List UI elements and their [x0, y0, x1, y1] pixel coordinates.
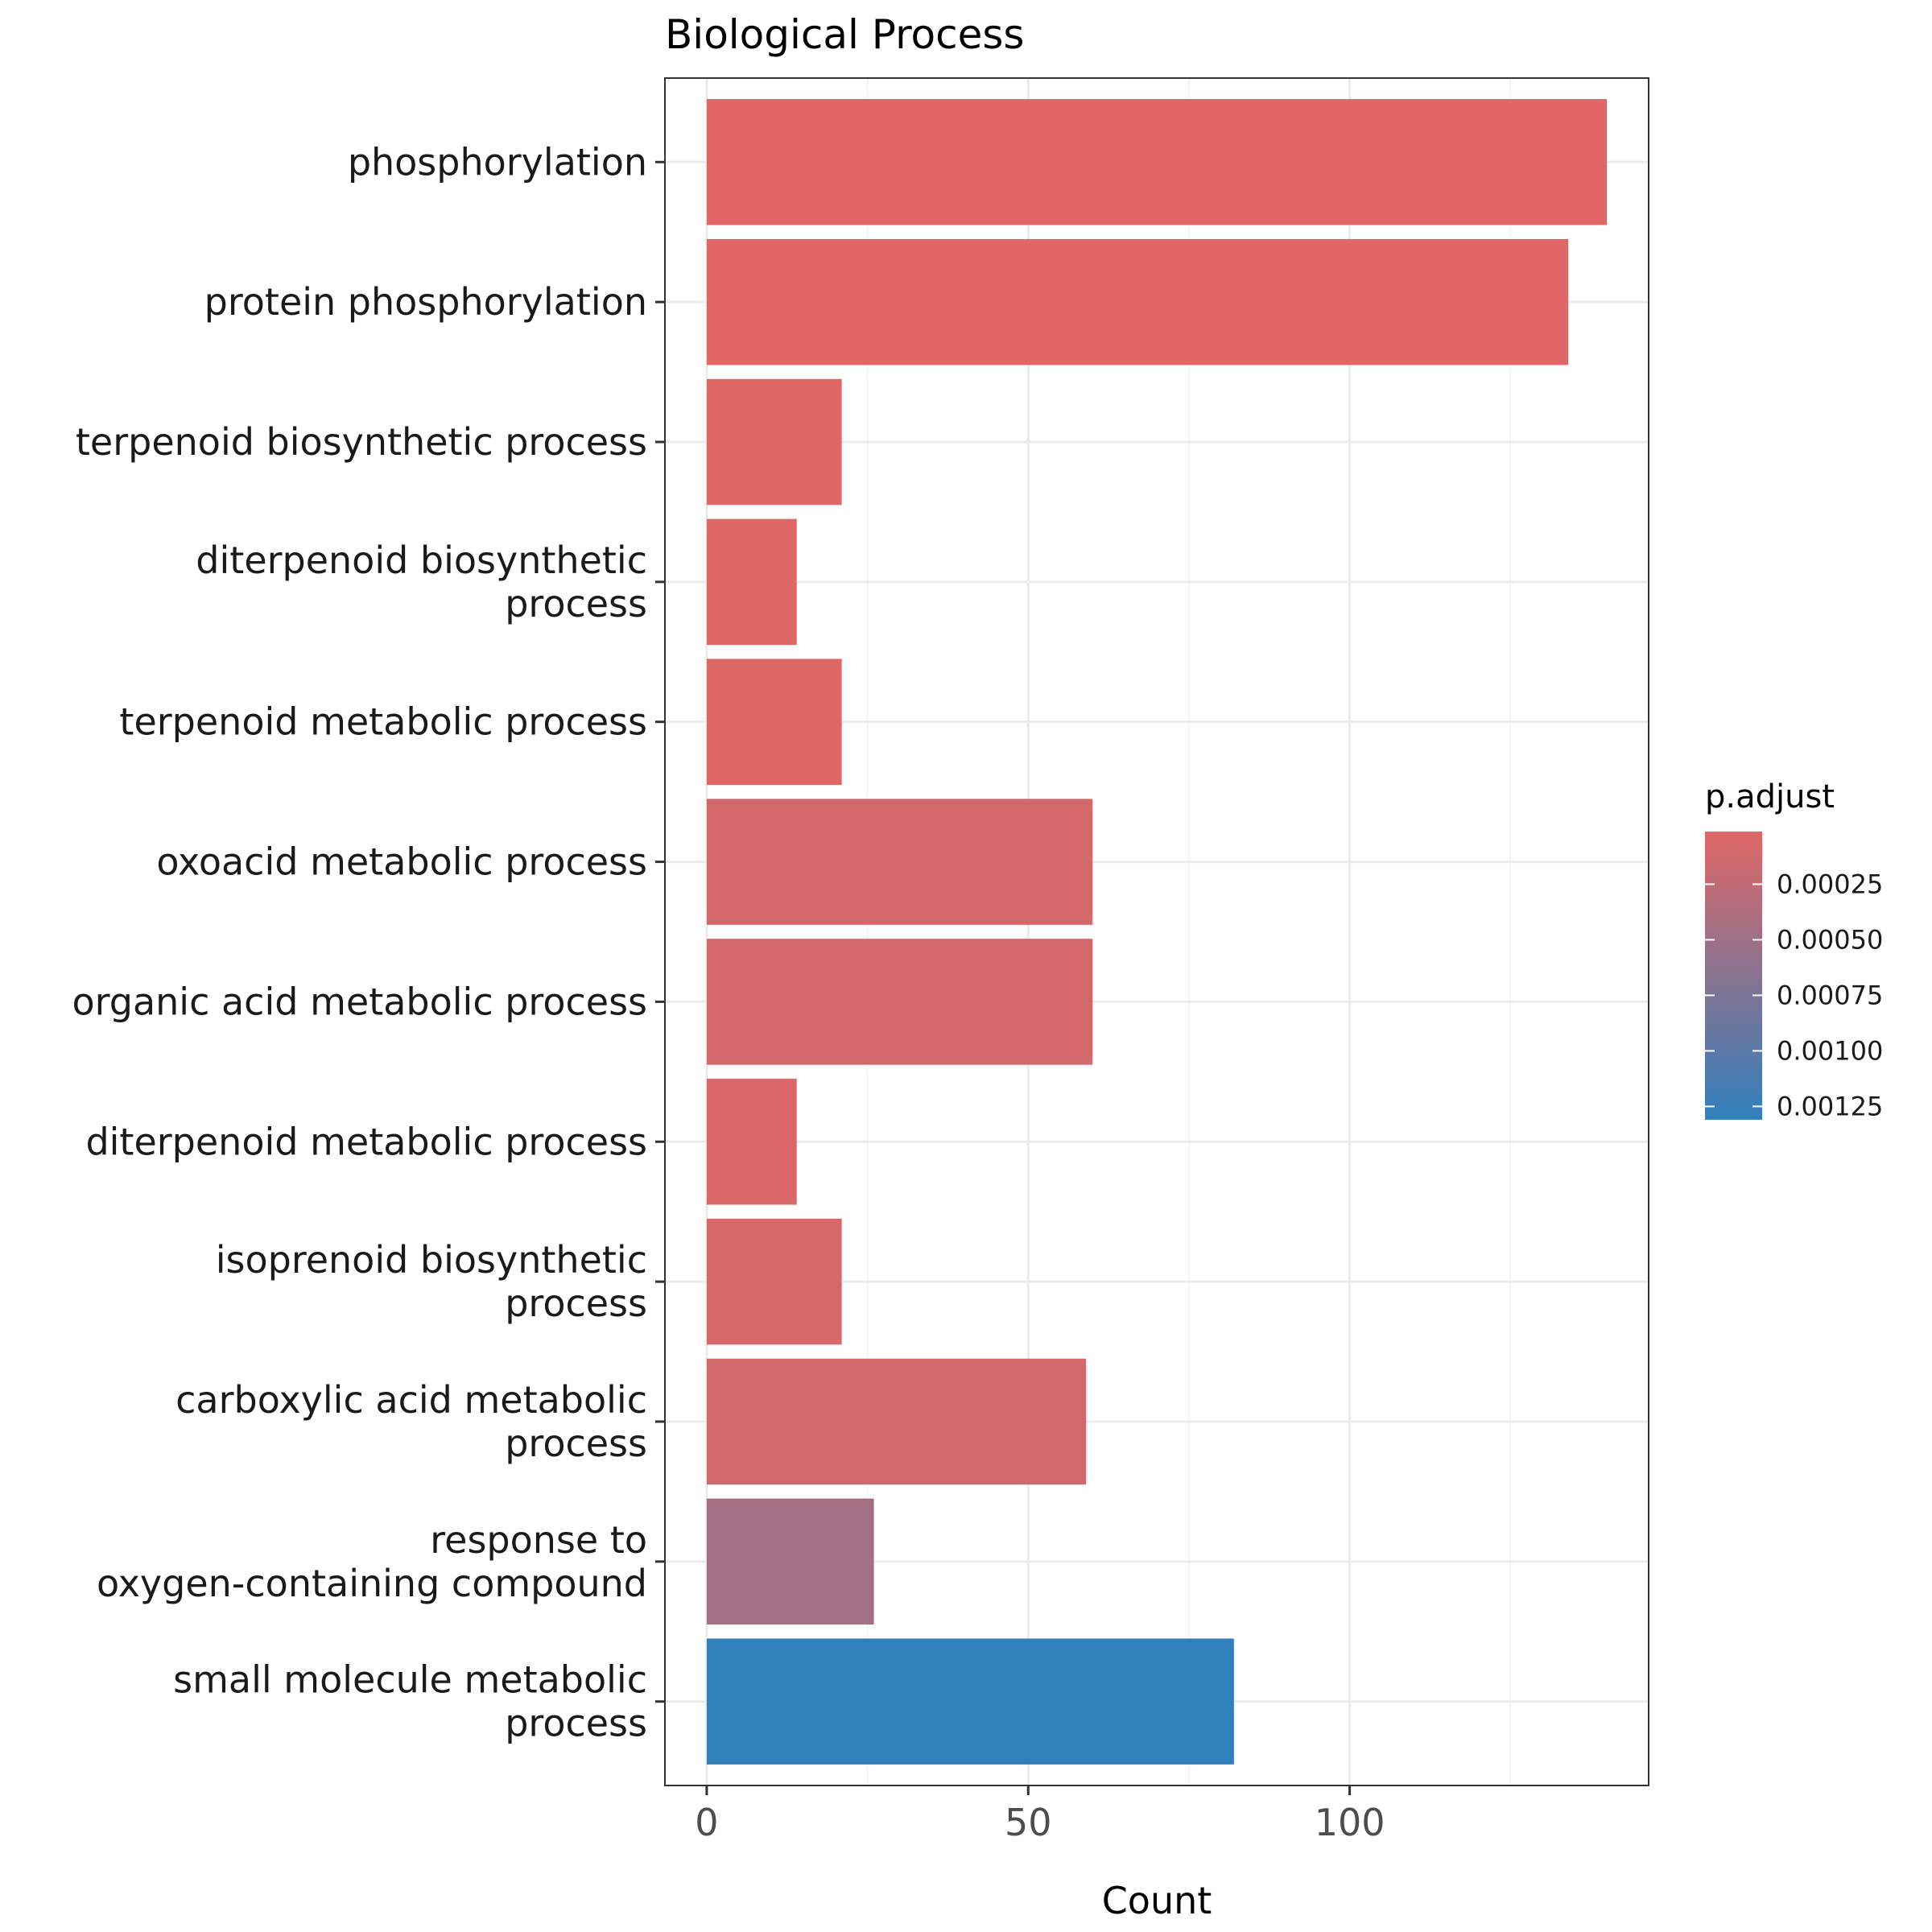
legend-tick-label: 0.00075 [1777, 980, 1883, 1010]
category-label-line: process [505, 582, 647, 625]
legend-tick-label: 0.00025 [1777, 869, 1883, 899]
x-tick-label: 50 [1005, 1801, 1052, 1844]
category-label: diterpenoid biosynthetic process [196, 539, 647, 625]
category-label-line: isoprenoid biosynthetic [216, 1238, 647, 1282]
bar [706, 1218, 842, 1345]
legend: p.adjust 0.00025 0.00050 0.00075 0.00100 0.0… [1705, 778, 1883, 1121]
bar [706, 99, 1608, 225]
category-label: phosphorylation [348, 140, 647, 184]
category-label: organic acid metabolic process [72, 980, 647, 1023]
plot-border [664, 77, 1649, 1786]
category-label-line: response to [430, 1518, 647, 1562]
category-label-line: oxoacid metabolic process [156, 840, 647, 884]
bar [706, 939, 1093, 1065]
category-label: diterpenoid metabolic process [85, 1120, 647, 1163]
x-tick-label: 0 [695, 1801, 718, 1844]
category-label-line: oxygen-containing compound [97, 1562, 647, 1605]
category-label-line: phosphorylation [348, 140, 647, 184]
bar [706, 518, 797, 646]
legend-tick-label: 0.00125 [1777, 1091, 1883, 1121]
bar [706, 1498, 874, 1625]
bar [706, 799, 1093, 925]
bar [706, 658, 842, 785]
x-axis-title: Count [1102, 1879, 1212, 1922]
bar [706, 1358, 1087, 1485]
category-label: oxoacid metabolic process [156, 840, 647, 884]
category-label-line: terpenoid biosynthetic process [76, 420, 647, 464]
category-label: small molecule metabolic process [173, 1658, 647, 1745]
category-label-line: diterpenoid biosynthetic [196, 539, 647, 582]
category-label: isoprenoid biosynthetic process [216, 1238, 647, 1325]
bar [706, 1079, 797, 1205]
category-label-line: process [505, 1282, 647, 1325]
category-label-line: protein phosphorylation [204, 280, 647, 324]
category-label-line: organic acid metabolic process [72, 980, 647, 1023]
y-axis: phosphorylation protein phosphorylation te… [72, 140, 665, 1745]
legend-title: p.adjust [1705, 778, 1835, 815]
category-label-line: process [505, 1702, 647, 1745]
category-label: terpenoid biosynthetic process [76, 420, 647, 464]
legend-colorbar [1705, 832, 1762, 1120]
category-label-line: carboxylic acid metabolic [175, 1378, 647, 1422]
category-label-line: diterpenoid metabolic process [85, 1120, 647, 1163]
legend-tick-label: 0.00100 [1777, 1035, 1883, 1066]
category-label-line: process [505, 1422, 647, 1465]
category-label: response to oxygen-containing compound [97, 1518, 647, 1605]
bar [706, 378, 842, 506]
category-label-line: small molecule metabolic [173, 1658, 647, 1702]
x-axis: 0 50 100 [695, 1785, 1385, 1844]
category-label: carboxylic acid metabolic process [175, 1378, 647, 1465]
bars-layer [706, 99, 1608, 1765]
category-label: terpenoid metabolic process [119, 700, 647, 744]
bar [706, 1638, 1234, 1765]
x-tick-label: 100 [1315, 1801, 1385, 1844]
bar [706, 238, 1569, 365]
legend-tick-label: 0.00050 [1777, 924, 1883, 955]
chart-title: Biological Process [665, 11, 1024, 58]
category-label: protein phosphorylation [204, 280, 647, 324]
category-label-line: terpenoid metabolic process [119, 700, 647, 744]
